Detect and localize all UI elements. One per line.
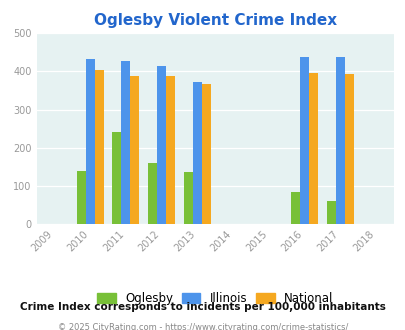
Bar <box>192 82 201 224</box>
Bar <box>344 74 353 224</box>
Bar <box>85 59 94 224</box>
Legend: Oglesby, Illinois, National: Oglesby, Illinois, National <box>92 288 337 310</box>
Title: Oglesby Violent Crime Index: Oglesby Violent Crime Index <box>94 13 336 28</box>
Bar <box>77 171 85 224</box>
Text: © 2025 CityRating.com - https://www.cityrating.com/crime-statistics/: © 2025 CityRating.com - https://www.city… <box>58 323 347 330</box>
Bar <box>290 192 299 224</box>
Bar <box>183 172 192 224</box>
Bar <box>94 70 103 224</box>
Bar <box>308 73 317 224</box>
Bar <box>148 163 157 224</box>
Bar <box>335 57 344 224</box>
Text: Crime Index corresponds to incidents per 100,000 inhabitants: Crime Index corresponds to incidents per… <box>20 302 385 312</box>
Bar <box>112 132 121 224</box>
Bar <box>130 76 139 224</box>
Bar <box>121 61 130 224</box>
Bar <box>201 84 210 224</box>
Bar <box>326 201 335 224</box>
Bar <box>299 57 308 224</box>
Bar <box>166 76 175 224</box>
Bar <box>157 66 166 224</box>
